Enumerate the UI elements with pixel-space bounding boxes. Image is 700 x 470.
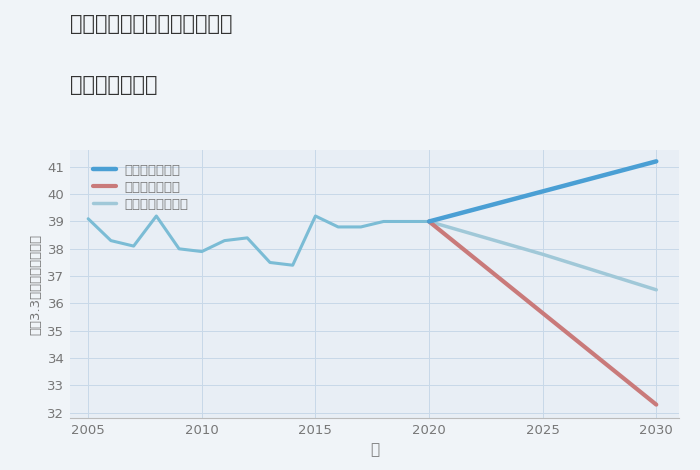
Line: バッドシナリオ: バッドシナリオ [429, 221, 657, 405]
グッドシナリオ [538, 188, 547, 194]
Line: ノーマルシナリオ: ノーマルシナリオ [429, 221, 657, 290]
Legend: グッドシナリオ, バッドシナリオ, ノーマルシナリオ: グッドシナリオ, バッドシナリオ, ノーマルシナリオ [89, 160, 192, 214]
ノーマルシナリオ [652, 287, 661, 293]
Text: 愛知県尾張旭市平子ヶ丘町の: 愛知県尾張旭市平子ヶ丘町の [70, 14, 232, 34]
Line: グッドシナリオ: グッドシナリオ [429, 161, 657, 221]
X-axis label: 年: 年 [370, 442, 379, 457]
Y-axis label: 坪（3.3㎡）単価（万円）: 坪（3.3㎡）単価（万円） [29, 234, 42, 335]
バッドシナリオ [652, 402, 661, 407]
バッドシナリオ [425, 219, 433, 224]
グッドシナリオ [425, 219, 433, 224]
グッドシナリオ [652, 158, 661, 164]
ノーマルシナリオ [425, 219, 433, 224]
Text: 土地の価格推移: 土地の価格推移 [70, 75, 158, 95]
ノーマルシナリオ [538, 251, 547, 257]
